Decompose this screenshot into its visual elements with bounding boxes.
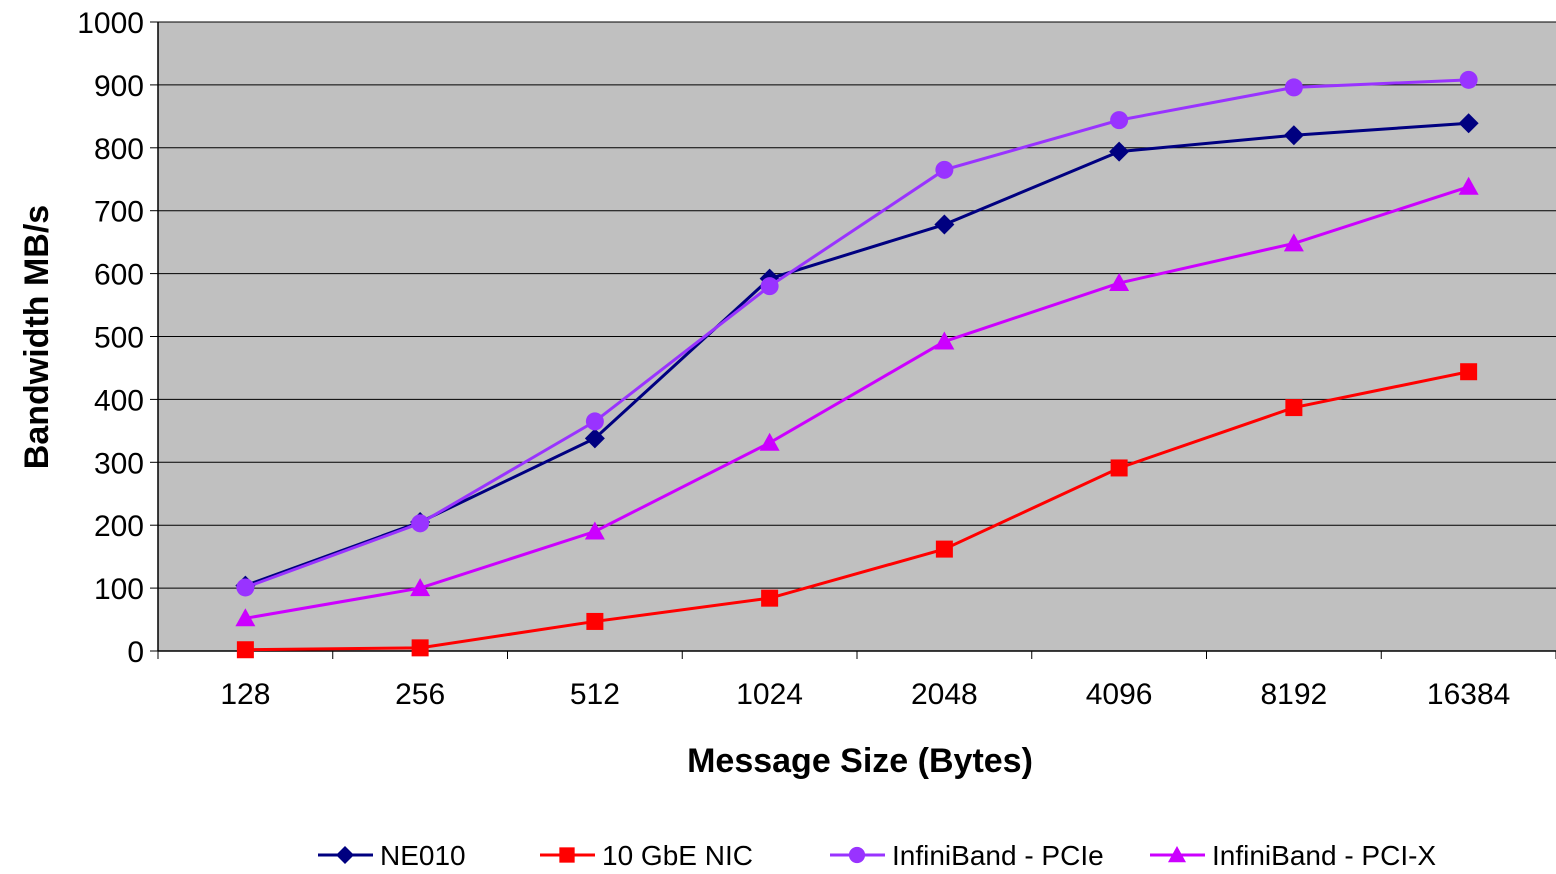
y-tick-label: 500	[94, 322, 144, 355]
legend-item: 10 GbE NIC	[540, 840, 753, 871]
series-line	[245, 185, 1470, 620]
y-tick-label: 1000	[77, 7, 144, 40]
square-marker	[761, 589, 779, 607]
series-10-gbe-nic	[236, 363, 1478, 659]
diamond-marker	[1458, 113, 1479, 134]
legend-label: 10 GbE NIC	[602, 840, 753, 869]
square-marker	[1285, 399, 1303, 417]
legend-item: InfiniBand - PCIe	[830, 840, 1104, 871]
y-axis-label: Bandwidth MB/s	[18, 205, 56, 469]
legend-label: InfiniBand - PCI-X	[1212, 840, 1436, 869]
circle-marker	[585, 412, 604, 431]
triangle-marker	[235, 608, 256, 627]
circle-marker	[1459, 70, 1478, 89]
y-tick-label: 400	[94, 384, 144, 417]
series-line	[244, 78, 1469, 589]
y-tick-label: 600	[94, 259, 144, 292]
legend-item: InfiniBand - PCI-X	[1150, 840, 1436, 871]
square-marker	[935, 540, 953, 558]
circle-marker	[848, 846, 866, 864]
x-tick-label: 16384	[1427, 678, 1510, 711]
x-tick-label: 256	[395, 678, 445, 711]
circle-marker	[411, 514, 430, 533]
y-tick-label: 200	[94, 510, 144, 543]
legend-label: NE010	[380, 840, 466, 869]
y-tick-label: 800	[94, 133, 144, 166]
y-tick-label: 900	[94, 70, 144, 103]
triangle-marker	[1458, 176, 1479, 195]
series-infiniband-pcie	[236, 70, 1478, 597]
triangle-marker	[1109, 273, 1130, 292]
x-tick-label: 512	[570, 678, 620, 711]
square-marker	[1110, 459, 1128, 477]
diamond-marker	[336, 846, 354, 864]
circle-marker	[1284, 78, 1303, 97]
triangle-marker	[410, 578, 431, 597]
x-axis-label: Message Size (Bytes)	[687, 742, 1033, 780]
diamond-marker	[934, 214, 955, 235]
square-marker	[586, 612, 604, 630]
legend-item: NE010	[318, 840, 466, 871]
circle-marker	[935, 160, 954, 179]
x-tick-label: 8192	[1261, 678, 1328, 711]
triangle-marker	[1168, 846, 1186, 863]
legend-label: InfiniBand - PCIe	[892, 840, 1104, 869]
y-tick-label: 0	[127, 636, 144, 669]
diamond-marker	[1109, 141, 1130, 162]
square-marker	[1460, 363, 1478, 381]
circle-marker	[760, 277, 779, 296]
square-marker	[411, 639, 429, 657]
series-line	[245, 370, 1469, 652]
triangle-marker	[1283, 233, 1304, 252]
series-infiniband-pci-x	[235, 176, 1479, 627]
x-tick-label: 1024	[736, 678, 803, 711]
circle-marker	[1110, 111, 1129, 130]
triangle-marker	[584, 521, 605, 540]
triangle-marker	[759, 432, 780, 451]
triangle-marker	[934, 331, 955, 350]
series-line	[244, 121, 1469, 587]
y-tick-label: 300	[94, 447, 144, 480]
x-tick-label: 4096	[1086, 678, 1153, 711]
y-tick-label: 700	[94, 196, 144, 229]
diamond-marker	[584, 428, 605, 449]
square-marker	[236, 641, 254, 659]
circle-marker	[236, 578, 255, 597]
y-tick-label: 100	[94, 573, 144, 606]
x-tick-label: 128	[220, 678, 270, 711]
square-marker	[559, 847, 575, 863]
x-tick-label: 2048	[911, 678, 978, 711]
diamond-marker	[1283, 125, 1304, 146]
